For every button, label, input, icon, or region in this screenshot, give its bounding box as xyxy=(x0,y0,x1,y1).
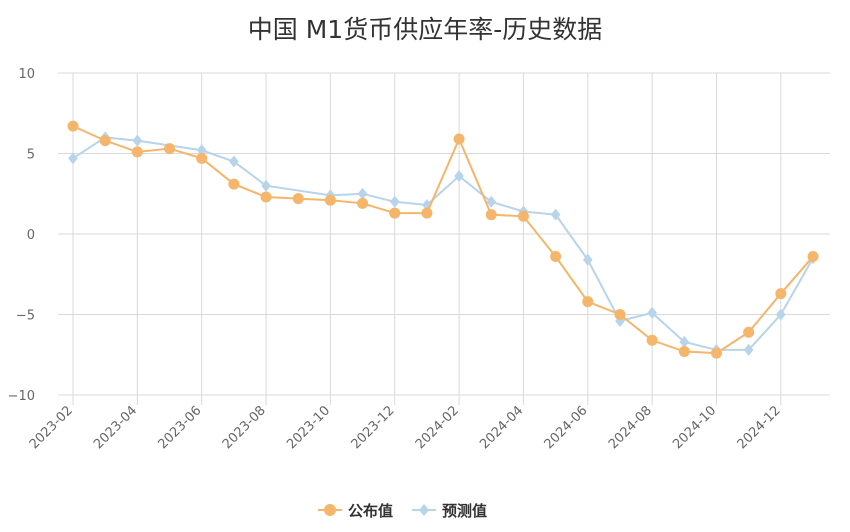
series-layer xyxy=(67,120,819,359)
x-tick-label: 2023-08 xyxy=(220,403,269,452)
x-tick-label: 2024-08 xyxy=(606,403,655,452)
legend-item-1[interactable]: 公布值 xyxy=(318,502,393,520)
legend-marker xyxy=(419,504,429,516)
y-tick-label: 10 xyxy=(18,67,35,82)
data-point[interactable] xyxy=(550,208,561,221)
y-tick-label: −5 xyxy=(16,309,35,324)
data-point[interactable] xyxy=(679,335,690,348)
y-tick-label: 5 xyxy=(27,148,35,163)
data-point[interactable] xyxy=(99,135,111,147)
data-point[interactable] xyxy=(614,309,626,320)
legend-marker xyxy=(324,504,336,516)
data-point[interactable] xyxy=(389,195,400,208)
x-tick-label: 2023-02 xyxy=(27,403,76,452)
data-point[interactable] xyxy=(357,197,369,209)
data-point[interactable] xyxy=(228,178,240,190)
x-tick-label: 2023-04 xyxy=(91,403,140,452)
data-point[interactable] xyxy=(68,152,78,165)
data-point[interactable] xyxy=(229,155,239,168)
grid-layer xyxy=(58,72,830,405)
x-tick-label: 2024-04 xyxy=(477,403,526,452)
data-point[interactable] xyxy=(196,152,208,164)
data-point[interactable] xyxy=(453,133,465,145)
series-1 xyxy=(67,120,819,359)
legend-label: 预测值 xyxy=(442,502,487,520)
data-point[interactable] xyxy=(486,195,497,208)
series-line xyxy=(72,125,814,355)
data-point[interactable] xyxy=(260,191,272,203)
x-tick-label: 2024-10 xyxy=(670,403,719,452)
data-point[interactable] xyxy=(131,146,143,158)
x-tick-label: 2023-10 xyxy=(284,403,333,452)
data-point[interactable] xyxy=(164,143,176,155)
series-line xyxy=(72,136,814,351)
data-point[interactable] xyxy=(67,120,79,132)
data-point[interactable] xyxy=(292,193,304,205)
data-point[interactable] xyxy=(807,251,819,263)
y-tick-label: −10 xyxy=(8,389,35,404)
legend-label: 公布值 xyxy=(348,502,393,520)
data-point[interactable] xyxy=(582,253,593,266)
series-2 xyxy=(68,131,818,356)
data-point[interactable] xyxy=(743,343,754,356)
x-tick-label: 2024-12 xyxy=(735,403,784,452)
data-point[interactable] xyxy=(647,306,657,319)
data-point[interactable] xyxy=(421,207,433,219)
chart-title: 中国 M1货币供应年率-历史数据 xyxy=(247,15,603,44)
data-point[interactable] xyxy=(324,194,336,206)
data-point[interactable] xyxy=(710,347,722,359)
data-point[interactable] xyxy=(389,207,401,219)
data-point[interactable] xyxy=(132,134,143,147)
data-point[interactable] xyxy=(485,209,497,221)
data-point[interactable] xyxy=(582,296,594,308)
x-tick-label: 2023-12 xyxy=(349,403,398,452)
legend[interactable]: 公布值 预测值 xyxy=(318,502,487,520)
data-point[interactable] xyxy=(196,144,207,157)
y-tick-label: 0 xyxy=(27,228,35,243)
legend-item-2[interactable]: 预测值 xyxy=(412,502,487,520)
x-tick-label: 2024-02 xyxy=(413,403,462,452)
data-point[interactable] xyxy=(776,308,786,321)
data-point[interactable] xyxy=(743,326,755,338)
data-point[interactable] xyxy=(517,210,529,222)
data-point[interactable] xyxy=(261,179,271,192)
data-point[interactable] xyxy=(357,187,368,200)
data-point[interactable] xyxy=(678,346,690,358)
data-point[interactable] xyxy=(646,334,658,346)
data-point[interactable] xyxy=(775,288,787,300)
data-point[interactable] xyxy=(454,170,464,183)
x-tick-label: 2024-06 xyxy=(542,403,591,452)
x-tick-label: 2023-06 xyxy=(156,403,205,452)
data-point[interactable] xyxy=(550,251,562,263)
